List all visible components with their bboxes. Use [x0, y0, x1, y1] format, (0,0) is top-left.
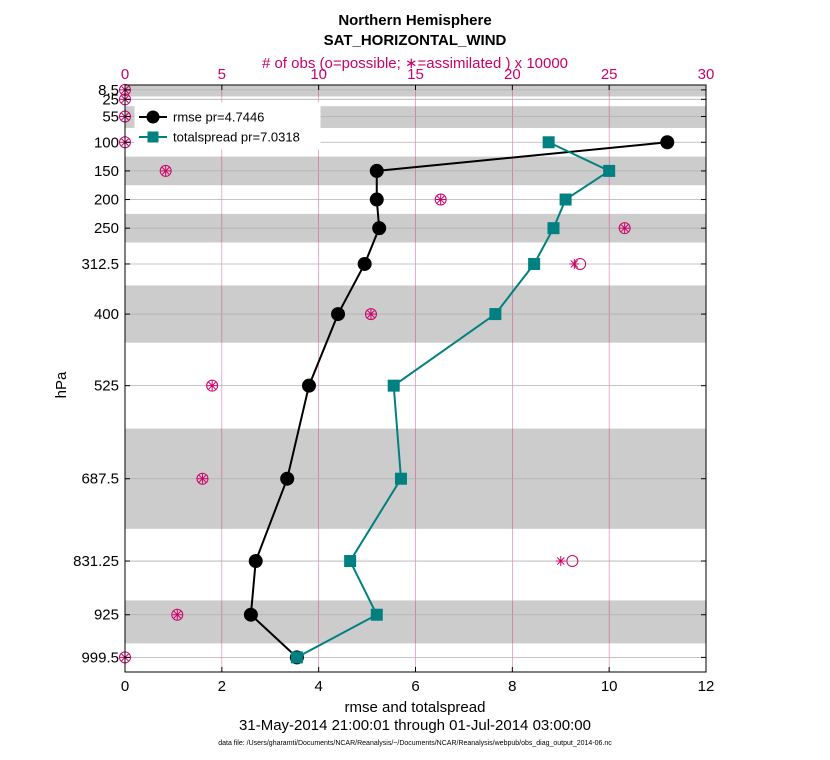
asterisk-stroke [198, 474, 207, 483]
obs-possible-marker [434, 193, 447, 206]
top-axis-ticks: 0 5 10 15 20 25 30 [121, 66, 715, 83]
totalspread-point [603, 164, 616, 177]
left-tick-label-3: 100 [94, 134, 119, 151]
totalspread-point [542, 136, 555, 149]
rmse-point [369, 192, 384, 207]
data-file-note: data file: /Users/gharamti/Documents/NCA… [218, 740, 612, 747]
totalspread-point [489, 308, 502, 321]
legend: rmse pr=4.7446 totalspread pr=7.0318 [134, 102, 321, 150]
totalspread-point [344, 555, 357, 568]
left-tick-label-6: 250 [94, 220, 119, 237]
left-tick-label-7: 312.5 [81, 256, 119, 273]
obs-assimilated-marker [569, 258, 580, 269]
rmse-point [248, 554, 263, 569]
bottom-tick-label-1: 2 [218, 678, 226, 695]
top-tick-label-0: 0 [121, 66, 129, 83]
obs-assimilated-marker [160, 165, 171, 176]
obs-possible-marker [196, 472, 209, 485]
rmse-point [331, 307, 346, 322]
obs-assimilated-marker [435, 194, 446, 205]
obs-assimilated-marker [365, 309, 376, 320]
left-tick-label-10: 687.5 [81, 471, 119, 488]
y-axis-label: hPa [53, 371, 70, 398]
asterisk-stroke [208, 381, 217, 390]
obs-possible-marker [171, 608, 184, 621]
left-tick-label-0: 8.5 [98, 82, 119, 99]
obs-assimilated-marker [197, 473, 208, 484]
totalspread-point [547, 222, 560, 235]
date-range: 31-May-2014 21:00:01 through 01-Jul-2014… [239, 717, 591, 734]
left-tick-label-13: 999.5 [81, 649, 119, 666]
obs-possible-marker [618, 222, 631, 235]
vertical-gridlines [221, 85, 610, 672]
obs-assimilated-marker [172, 609, 183, 620]
bottom-tick-label-5: 10 [601, 678, 618, 695]
rmse-point [243, 607, 258, 622]
totalspread-point [387, 379, 400, 392]
obs-assimilated-marker [207, 380, 218, 391]
asterisk-stroke [556, 557, 565, 565]
top-tick-label-5: 25 [601, 66, 618, 83]
obs-possible-marker [364, 308, 377, 321]
legend-marker-totalspread [147, 131, 159, 143]
left-tick-label-8: 400 [94, 306, 119, 323]
asterisk-stroke [570, 260, 579, 268]
rmse-point [660, 135, 675, 150]
obs-assimilated-marker [555, 556, 566, 567]
left-tick-label-4: 150 [94, 163, 119, 180]
bottom-tick-label-4: 8 [508, 678, 516, 695]
top-tick-label-3: 15 [407, 66, 424, 83]
left-tick-label-2: 55 [102, 108, 119, 125]
bottom-axis-ticks: 0 2 4 6 8 10 12 [121, 85, 715, 695]
totalspread-point [528, 257, 541, 270]
obs-possible-marker [566, 555, 579, 568]
obs-possible-marker [159, 164, 172, 177]
top-axis-label: # of obs (o=possible; ∗=assimilated ) x … [262, 55, 568, 72]
asterisk-stroke [161, 167, 170, 175]
left-tick-label-1: 25 [102, 91, 119, 108]
chart-subtitle: SAT_HORIZONTAL_WIND [324, 32, 507, 49]
top-tick-label-6: 30 [698, 66, 715, 83]
series-lines [243, 135, 675, 665]
rmse-point [357, 256, 372, 271]
totalspread-point [370, 608, 383, 621]
rmse-point [372, 221, 387, 236]
left-tick-label-11: 831.25 [73, 553, 119, 570]
legend-box [134, 102, 321, 150]
totalspread-point [394, 472, 407, 485]
rmse-point [280, 471, 295, 486]
left-tick-label-5: 200 [94, 192, 119, 209]
legend-marker-rmse [146, 110, 160, 124]
bottom-tick-label-3: 6 [411, 678, 419, 695]
obs-assimilated-marker [619, 223, 630, 234]
rmse-point [369, 163, 384, 178]
asterisk-stroke [367, 310, 375, 318]
asterisk-stroke [436, 195, 445, 204]
asterisk-stroke [173, 610, 182, 619]
chart-title: Northern Hemisphere [338, 12, 491, 29]
asterisk-stroke [620, 224, 629, 233]
left-tick-label-9: 525 [94, 378, 119, 395]
rmse-point [301, 378, 316, 393]
left-tick-label-12: 925 [94, 607, 119, 624]
top-tick-label-1: 5 [218, 66, 226, 83]
legend-label-totalspread: totalspread pr=7.0318 [173, 130, 300, 145]
bottom-tick-label-0: 0 [121, 678, 129, 695]
top-tick-label-2: 10 [310, 66, 327, 83]
x-axis-label: rmse and totalspread [345, 699, 486, 716]
bottom-tick-label-2: 4 [314, 678, 322, 695]
top-tick-label-4: 20 [504, 66, 521, 83]
bottom-tick-label-6: 12 [698, 678, 715, 695]
totalspread-point [290, 651, 303, 664]
obs-possible-marker [206, 379, 219, 392]
totalspread-point [559, 193, 572, 206]
legend-label-rmse: rmse pr=4.7446 [173, 110, 264, 125]
